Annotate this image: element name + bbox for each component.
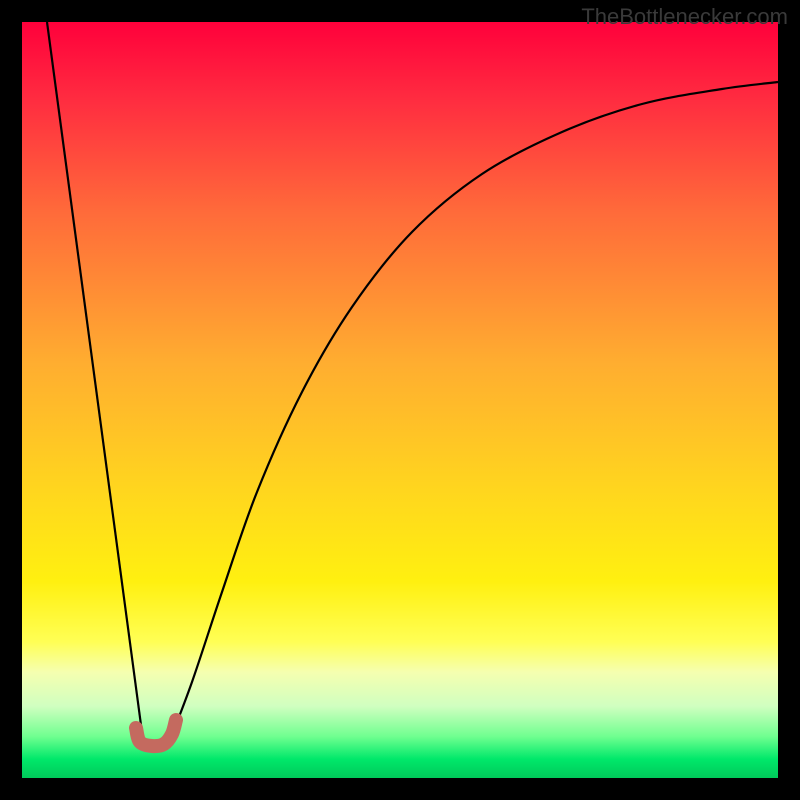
curve-left-branch (47, 22, 143, 740)
bottleneck-curve (22, 22, 778, 778)
plot-area (22, 22, 778, 778)
curve-right-branch (170, 82, 778, 740)
watermark-text: TheBottlenecker.com (581, 4, 788, 30)
valley-marker (136, 720, 176, 746)
page-root: TheBottlenecker.com (0, 0, 800, 800)
